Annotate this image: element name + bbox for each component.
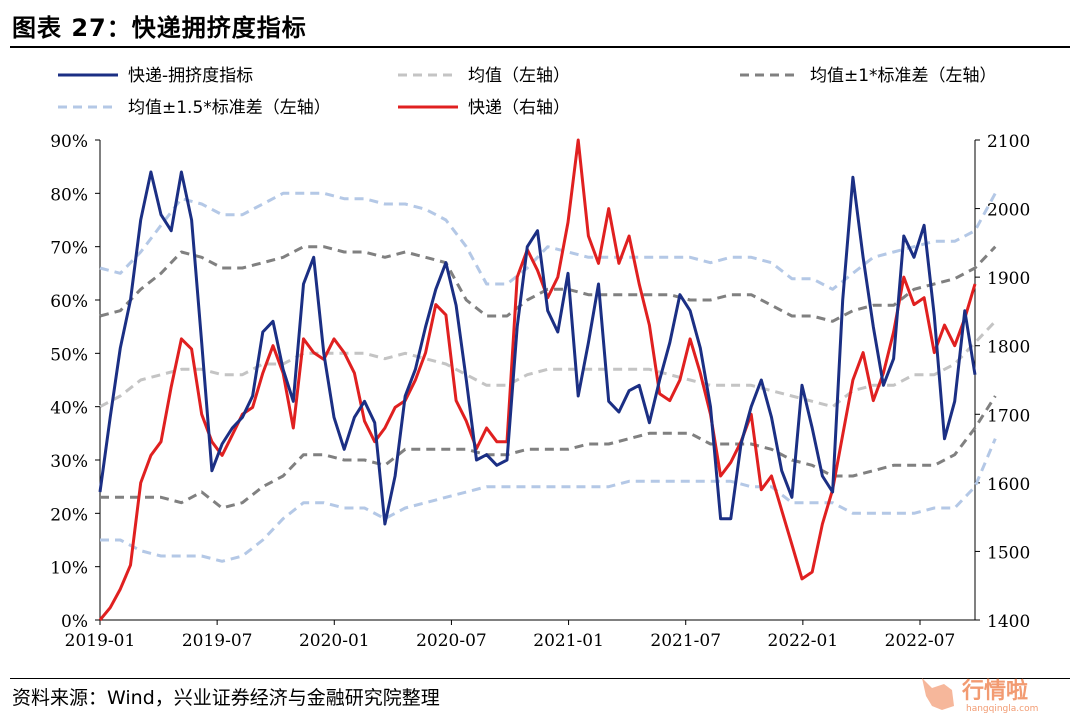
series-line-2: [99, 245, 997, 323]
series-layer: [98, 138, 997, 621]
legend-label-band15: 均值±1.5*标准差（左轴）: [128, 98, 331, 118]
series-line-0: [98, 170, 977, 526]
left-tick-label: 10%: [50, 559, 88, 579]
right-tick-label: 1900: [987, 269, 1030, 289]
x-tick-label: 2020-01: [299, 631, 370, 651]
source-rule: [10, 678, 1070, 679]
x-tick-label: 2021-07: [650, 631, 721, 651]
left-tick-label: 60%: [50, 292, 88, 312]
figure-title: 图表 27：快递拥挤度指标: [12, 14, 307, 42]
right-tick-label: 2100: [987, 132, 1030, 152]
left-tick-label: 80%: [50, 185, 88, 205]
x-tick-label: 2022-07: [885, 631, 956, 651]
right-tick-label: 2000: [987, 201, 1030, 221]
source-note: 资料来源：Wind，兴业证券经济与金融研究院整理: [12, 687, 440, 709]
right-tick-label: 1700: [987, 406, 1030, 426]
watermark-ox-icon: [922, 678, 954, 710]
series-line-6: [98, 138, 977, 621]
left-tick-label: 50%: [50, 345, 88, 365]
legend: 快递-拥挤度指标 均值（左轴） 均值±1*标准差（左轴） 均值±1.5*标准差（…: [58, 66, 997, 118]
x-tick-label: 2019-01: [65, 631, 136, 651]
right-tick-label: 1600: [987, 475, 1030, 495]
series-line-3: [100, 395, 997, 510]
x-tick-label: 2022-01: [768, 631, 839, 651]
legend-label-band1: 均值±1*标准差（左轴）: [810, 66, 997, 86]
watermark-name: 行情啦: [961, 678, 1028, 704]
title-rule: [10, 46, 1070, 48]
series-line-1: [99, 320, 997, 409]
watermark-site: hangqingla.com: [966, 704, 1038, 714]
x-tick-label: 2020-07: [416, 631, 487, 651]
right-tick-label: 1500: [987, 543, 1030, 563]
watermark-logo: 行情啦 hangqingla.com: [922, 678, 1038, 714]
legend-label-mean: 均值（左轴）: [468, 66, 570, 86]
right-tick-label: 1400: [987, 612, 1030, 632]
x-tick-label: 2021-01: [533, 631, 604, 651]
left-tick-label: 30%: [50, 452, 88, 472]
left-tick-label: 40%: [50, 399, 88, 419]
legend-label-express: 快递（右轴）: [468, 98, 570, 118]
x-tick-label: 2019-07: [182, 631, 253, 651]
legend-label-index: 快递-拥挤度指标: [128, 66, 253, 86]
axes: 0% 10% 20% 30% 40% 50% 60% 70% 80% 90% 1400 1500 160…: [50, 132, 1030, 651]
series-line-5: [100, 438, 997, 563]
right-tick-label: 1800: [987, 338, 1030, 358]
left-tick-label: 20%: [50, 505, 88, 525]
left-tick-label: 90%: [50, 132, 88, 152]
left-tick-label: 70%: [50, 239, 88, 259]
left-tick-label: 0%: [61, 612, 88, 632]
series-line-4: [99, 191, 997, 291]
